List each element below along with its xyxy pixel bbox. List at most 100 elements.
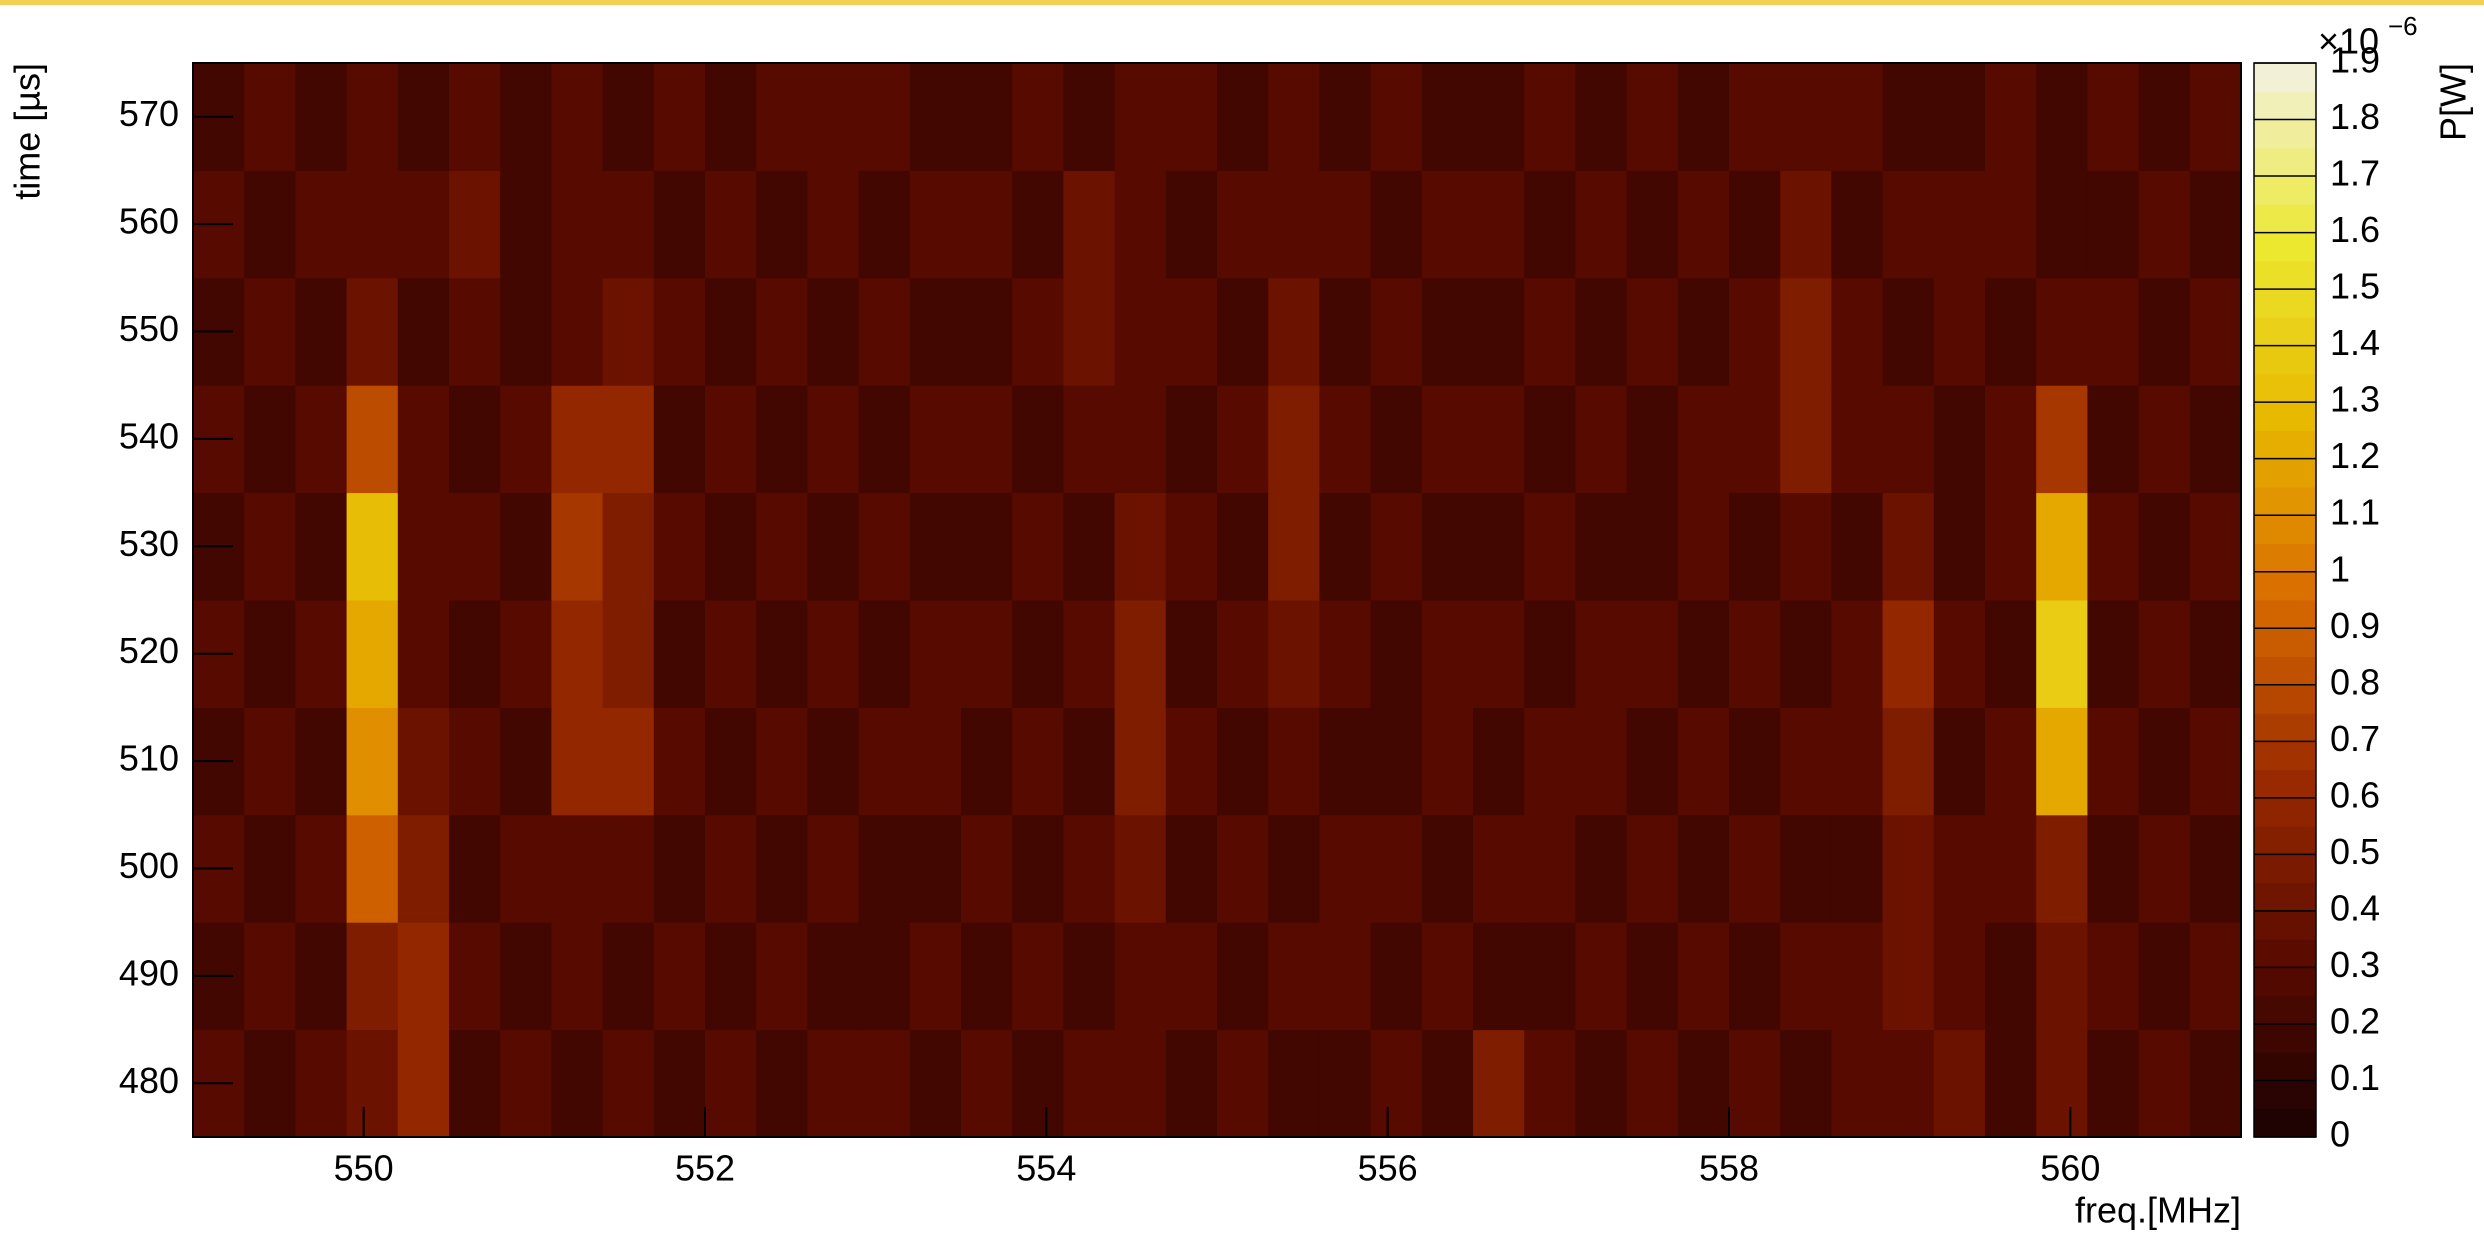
heatmap-cell xyxy=(1729,277,1781,386)
heatmap-cell xyxy=(705,170,757,279)
heatmap-cell xyxy=(1165,1029,1218,1138)
heatmap-cell xyxy=(807,707,860,816)
heatmap-cell xyxy=(1421,814,1474,923)
heatmap-cell xyxy=(397,922,450,1031)
heatmap-cell xyxy=(244,814,296,923)
heatmap-cell xyxy=(858,492,911,601)
heatmap-cell xyxy=(1268,1029,1320,1138)
x-tick-label: 550 xyxy=(334,1148,394,1189)
heatmap-cell xyxy=(602,814,655,923)
heatmap-cell xyxy=(756,600,808,708)
heatmap-cell xyxy=(2189,707,2242,816)
heatmap-cell xyxy=(1677,922,1730,1031)
heatmap-cell xyxy=(2087,385,2140,494)
heatmap-cell xyxy=(295,600,348,708)
heatmap-cell xyxy=(756,492,808,601)
colorbar-band xyxy=(2254,769,2316,799)
heatmap-cell xyxy=(1217,63,1269,171)
heatmap-cell xyxy=(449,1029,501,1138)
heatmap-cell xyxy=(1165,385,1218,494)
heatmap-cell xyxy=(346,1029,399,1138)
heatmap-cell xyxy=(397,170,450,279)
heatmap-cell xyxy=(346,492,399,601)
colorbar-band xyxy=(2254,430,2316,460)
heatmap-cell xyxy=(1012,600,1064,708)
heatmap-cell xyxy=(1626,1029,1679,1138)
heatmap-cell xyxy=(1985,277,2037,386)
heatmap-cell xyxy=(449,814,501,923)
heatmap-cell xyxy=(1831,1029,1884,1138)
heatmap-cell xyxy=(1677,170,1730,279)
heatmap-cell xyxy=(244,277,296,386)
heatmap-cell xyxy=(756,707,808,816)
heatmap-cell xyxy=(397,600,450,708)
y-tick-label: 550 xyxy=(119,308,179,349)
heatmap-cell xyxy=(1780,814,1832,923)
heatmap-cell xyxy=(2189,63,2242,171)
heatmap-cell xyxy=(2087,600,2140,708)
heatmap-cell xyxy=(1165,814,1218,923)
heatmap-cell xyxy=(2036,922,2088,1031)
colorbar-tick-label: 0.7 xyxy=(2330,718,2380,759)
heatmap-cell xyxy=(1729,63,1781,171)
heatmap-cell xyxy=(1524,277,1576,386)
heatmap-cell xyxy=(1626,922,1679,1031)
heatmap-cell xyxy=(2138,707,2191,816)
heatmap-cell xyxy=(295,277,348,386)
heatmap-cell xyxy=(2087,277,2140,386)
heatmap-cell xyxy=(705,814,757,923)
heatmap-cell xyxy=(1319,63,1372,171)
heatmap-cell xyxy=(397,277,450,386)
heatmap-cell xyxy=(1268,385,1320,494)
heatmap-cell xyxy=(2138,600,2191,708)
heatmap-cell xyxy=(2189,1029,2242,1138)
heatmap-cell xyxy=(1780,1029,1832,1138)
colorbar-band xyxy=(2254,910,2316,940)
y-tick-label: 560 xyxy=(119,201,179,242)
heatmap-cell xyxy=(909,814,962,923)
heatmap-cell xyxy=(295,63,348,171)
heatmap-cell xyxy=(346,385,399,494)
heatmap-cell xyxy=(1165,922,1218,1031)
heatmap-cell xyxy=(551,170,604,279)
heatmap-cell xyxy=(807,1029,860,1138)
heatmap-cell xyxy=(295,922,348,1031)
heatmap-cell xyxy=(397,1029,450,1138)
heatmap-cell xyxy=(1370,600,1423,708)
heatmap-cell xyxy=(551,492,604,601)
heatmap-cell xyxy=(551,277,604,386)
heatmap-cell xyxy=(1780,600,1832,708)
heatmap-cell xyxy=(756,922,808,1031)
heatmap-cell xyxy=(1165,492,1218,601)
colorbar-band xyxy=(2254,63,2316,92)
heatmap-cell xyxy=(909,600,962,708)
y-tick-label: 490 xyxy=(119,952,179,993)
colorbar-band xyxy=(2254,600,2316,629)
heatmap-cell xyxy=(1985,385,2037,494)
heatmap-cell xyxy=(1831,707,1884,816)
heatmap-cell xyxy=(1370,492,1423,601)
heatmap-cell xyxy=(705,1029,757,1138)
heatmap-cell xyxy=(244,385,296,494)
colorbar-multiplier: ×10 xyxy=(2318,21,2379,62)
heatmap-cell xyxy=(1217,385,1269,494)
heatmap-cell xyxy=(1217,492,1269,601)
heatmap-cell xyxy=(1626,492,1679,601)
heatmap-cell xyxy=(1012,492,1064,601)
heatmap-cell xyxy=(2138,385,2191,494)
heatmap-cell xyxy=(2087,492,2140,601)
heatmap-cell xyxy=(346,63,399,171)
heatmap-cell xyxy=(961,492,1013,601)
heatmap-cell xyxy=(653,600,706,708)
heatmap-cell xyxy=(500,385,552,494)
heatmap-cell xyxy=(807,814,860,923)
colorbar-band xyxy=(2254,260,2316,290)
heatmap-cell xyxy=(2189,492,2242,601)
heatmap-cell xyxy=(1473,1029,1525,1138)
heatmap-cell xyxy=(1985,492,2037,601)
heatmap-cell xyxy=(756,63,808,171)
heatmap-cell xyxy=(1831,492,1884,601)
heatmap-cell xyxy=(1575,492,1628,601)
colorbar-tick-label: 1.4 xyxy=(2330,322,2380,363)
heatmap-cell xyxy=(449,922,501,1031)
